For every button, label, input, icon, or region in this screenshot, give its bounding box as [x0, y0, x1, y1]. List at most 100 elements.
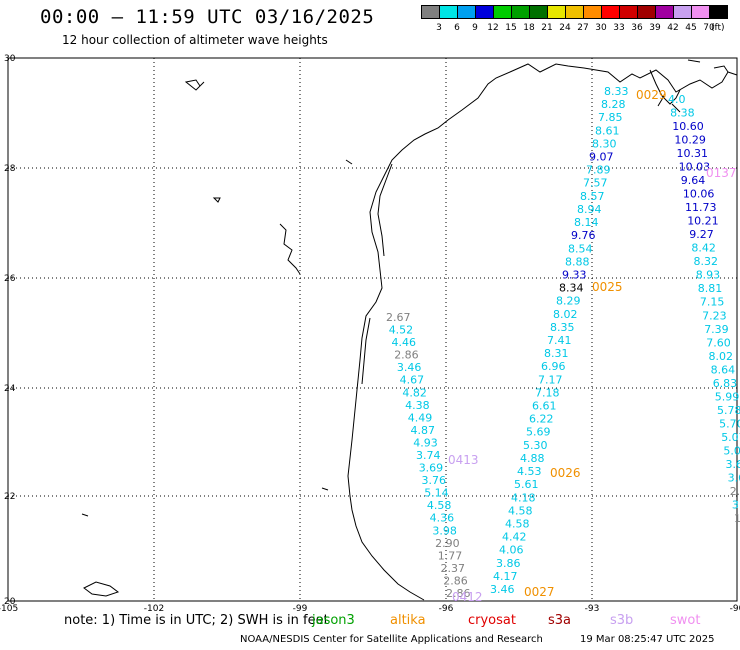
swh-value: 8.32	[694, 255, 719, 268]
swh-value: 4.53	[517, 465, 542, 478]
satellite-name: s3a	[548, 613, 572, 628]
swh-value: 4.52	[389, 324, 414, 337]
swh-value: 2.86	[446, 587, 471, 600]
swh-value: 5.78	[717, 404, 740, 417]
swh-value: 8.81	[698, 282, 723, 295]
inland-lake	[184, 79, 205, 91]
swh-value: 8.35	[550, 321, 575, 334]
legend-swatch	[709, 5, 728, 19]
swh-value: 7.85	[598, 111, 623, 124]
inland-lake	[687, 59, 701, 63]
inland-lake	[212, 197, 221, 203]
satellite-name: s3b	[610, 613, 634, 628]
note-text: note: 1) Time is in UTC; 2) SWH is in fe…	[64, 613, 329, 628]
swh-value: 5.61	[514, 478, 539, 491]
axis-labels: -105 -102 -99 -96 -93 -90 30 28 26 24 22 20	[0, 54, 740, 614]
swh-value: 10.03	[679, 161, 711, 174]
swh-value: 8.02	[553, 308, 578, 321]
swh-value: 2.86	[443, 575, 468, 588]
swh-value: 6.83	[713, 377, 738, 390]
map-frame	[7, 57, 738, 602]
swh-value: 4.93	[413, 437, 438, 450]
lat-lon-grid	[8, 58, 737, 601]
lon-tick-label: -102	[144, 604, 164, 614]
legend-label: 36	[631, 23, 643, 33]
legend-label: 33	[613, 23, 625, 33]
swh-value: 8.61	[595, 124, 620, 137]
swh-value: 8.31	[544, 347, 569, 360]
swh-value: 8.14	[574, 216, 599, 229]
swh-value: 8.02	[709, 350, 734, 363]
swh-value: 4.42	[502, 531, 527, 544]
map-subtitle: 12 hour collection of altimeter wave hei…	[62, 33, 328, 47]
swh-value: 4.82	[402, 386, 427, 399]
swh-value: 9.76	[571, 229, 596, 242]
legend-label: 42	[667, 23, 679, 33]
wave-height-color-legend: 3 6 9 12 15 18 21 24 27 30 33 36 39 42 45 70 (ft)	[421, 5, 729, 35]
swh-value: 10.21	[687, 215, 719, 228]
lon-tick-label: -90	[730, 604, 740, 614]
swh-value: 2.	[730, 485, 740, 498]
swh-value: 8.94	[577, 203, 602, 216]
satellite-name: cryosat	[468, 613, 516, 628]
coastline	[81, 59, 738, 601]
legend-label: 24	[559, 23, 571, 33]
swh-value: 10.31	[677, 147, 709, 160]
legend-label: 45	[685, 23, 697, 33]
swh-value: 4.17	[493, 570, 518, 583]
gulf-coastline	[347, 63, 738, 601]
swh-value: 4.18	[511, 491, 536, 504]
legend-label: 9	[472, 23, 478, 33]
swh-value: 3.	[732, 499, 740, 512]
legend-label: 70	[703, 23, 715, 33]
swh-value: 7.89	[586, 164, 611, 177]
swh-value: 10.29	[674, 134, 706, 147]
legend-label: 39	[649, 23, 661, 33]
swh-value: 8.34	[559, 282, 584, 295]
legend-label: 3	[436, 23, 442, 33]
lat-tick-label: 22	[4, 492, 15, 502]
satellite-name: swot	[670, 613, 701, 628]
swh-value: 4.46	[392, 336, 417, 349]
swh-value: 8.38	[670, 107, 695, 120]
swh-value: 5.69	[526, 426, 551, 439]
swh-value: 7.17	[538, 373, 563, 386]
swh-value: 4.38	[405, 399, 430, 412]
swh-value: 8.88	[565, 255, 590, 268]
swh-value: 3.69	[419, 462, 444, 475]
lat-tick-label: 26	[4, 274, 16, 284]
swh-value: 8.29	[556, 295, 581, 308]
swh-value: 7.41	[547, 334, 572, 347]
inland-lake	[321, 487, 329, 491]
pass-number-label: 0025	[592, 280, 623, 294]
lon-tick-label: -105	[0, 604, 18, 614]
swh-value: 8.28	[601, 98, 626, 111]
inland-lake	[81, 513, 89, 517]
pass-number-label: 0029	[636, 88, 667, 102]
swh-value: 8.30	[592, 137, 617, 150]
legend-unit: (ft)	[711, 23, 725, 33]
altimeter-tracks: 2.674.524.462.863.464.674.824.384.494.87…	[386, 85, 740, 600]
swh-value: 8.54	[568, 242, 593, 255]
swh-value: 7.60	[706, 336, 731, 349]
swh-value: 4.58	[427, 499, 452, 512]
inland-lake	[279, 223, 301, 275]
swh-value: 4.87	[411, 424, 436, 437]
swh-value: 2.90	[435, 537, 460, 550]
satellite-name: jason3	[312, 613, 355, 628]
swh-value: 2.37	[441, 562, 466, 575]
swh-value: 4.36	[430, 512, 455, 525]
lon-tick-label: -99	[293, 604, 308, 614]
swh-value: 5.30	[523, 439, 548, 452]
lat-tick-label: 24	[4, 384, 16, 394]
swh-value: 8.64	[711, 363, 736, 376]
swh-value: 6.96	[541, 360, 566, 373]
pass-labels: 0413 0412 0029 0025 0026 0027 0137	[448, 88, 737, 604]
swh-value: 3.46	[397, 361, 422, 374]
pass-number-label: 0412	[452, 590, 483, 604]
lon-tick-label: -96	[439, 604, 454, 614]
swh-value: 9.07	[589, 151, 614, 164]
swh-value: 1	[734, 512, 740, 525]
swh-value: 2.67	[386, 311, 411, 324]
